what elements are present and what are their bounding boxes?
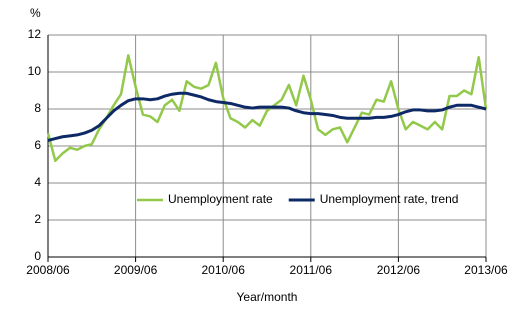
y-tick-label: 4 (34, 175, 41, 189)
x-axis-label: Year/month (237, 290, 298, 304)
x-tick-label: 2010/06 (202, 263, 246, 277)
x-tick-label: 2011/06 (290, 263, 333, 277)
y-tick-label: 0 (34, 249, 41, 263)
line (46, 54, 488, 163)
y-axis-label: % (30, 6, 41, 20)
legend-label: Unemployment rate, trend (320, 192, 459, 206)
x-tick-label: 2009/06 (114, 263, 158, 277)
y-tick-label: 8 (34, 101, 41, 115)
line (47, 91, 487, 142)
y-tick-label: 6 (34, 138, 41, 152)
legend-label: Unemployment rate (168, 192, 273, 206)
y-tick-label: 12 (28, 27, 42, 41)
y-tick-label: 2 (34, 212, 41, 226)
x-tick-label: 2013/06 (464, 263, 508, 277)
y-tick-label: 10 (28, 64, 42, 78)
x-tick-label: 2012/06 (377, 263, 421, 277)
x-tick-label: 2008/06 (26, 263, 70, 277)
